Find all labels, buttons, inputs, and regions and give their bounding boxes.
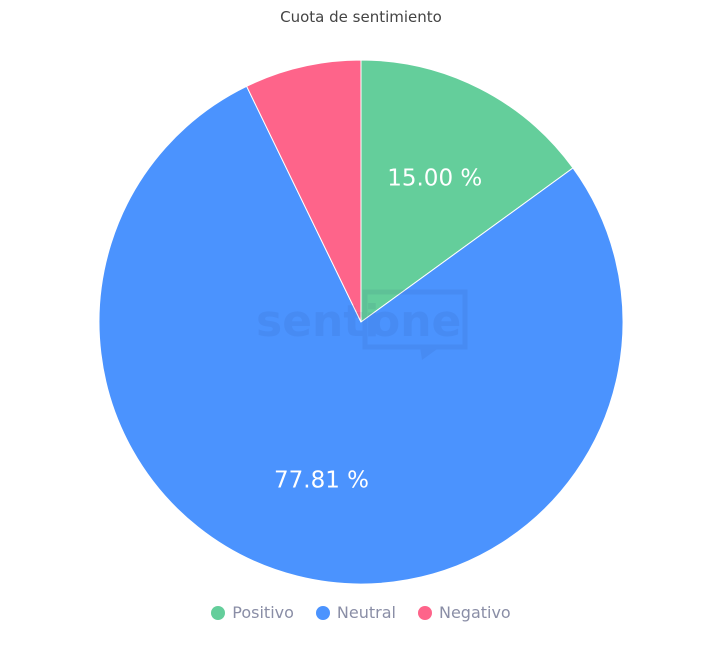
legend-item-positivo[interactable]: Positivo [211,603,294,622]
legend-item-neutral[interactable]: Neutral [315,603,396,622]
legend-marker-icon [315,605,330,620]
legend-label: Positivo [232,603,294,622]
data-label-positivo: 15.00 % [387,165,482,191]
pie-chart: senti one 15.00 % 77.81 % [98,59,624,585]
chart-title: Cuota de sentimiento [280,8,442,26]
legend-label: Negativo [438,603,511,622]
legend-item-negativo[interactable]: Negativo [417,603,511,622]
legend-marker-icon [211,605,226,620]
watermark-logo: senti one [256,289,468,360]
svg-text:senti: senti [256,296,379,347]
svg-text:one: one [370,296,461,347]
pie-slice-negativo[interactable] [245,59,362,323]
pie-slice-positivo[interactable] [360,59,574,323]
legend-label: Neutral [336,603,396,622]
legend: Positivo Neutral Negativo [0,603,722,622]
data-label-neutral: 77.81 % [274,468,369,494]
legend-marker-icon [417,605,432,620]
pie-slice-neutral[interactable] [98,85,624,585]
